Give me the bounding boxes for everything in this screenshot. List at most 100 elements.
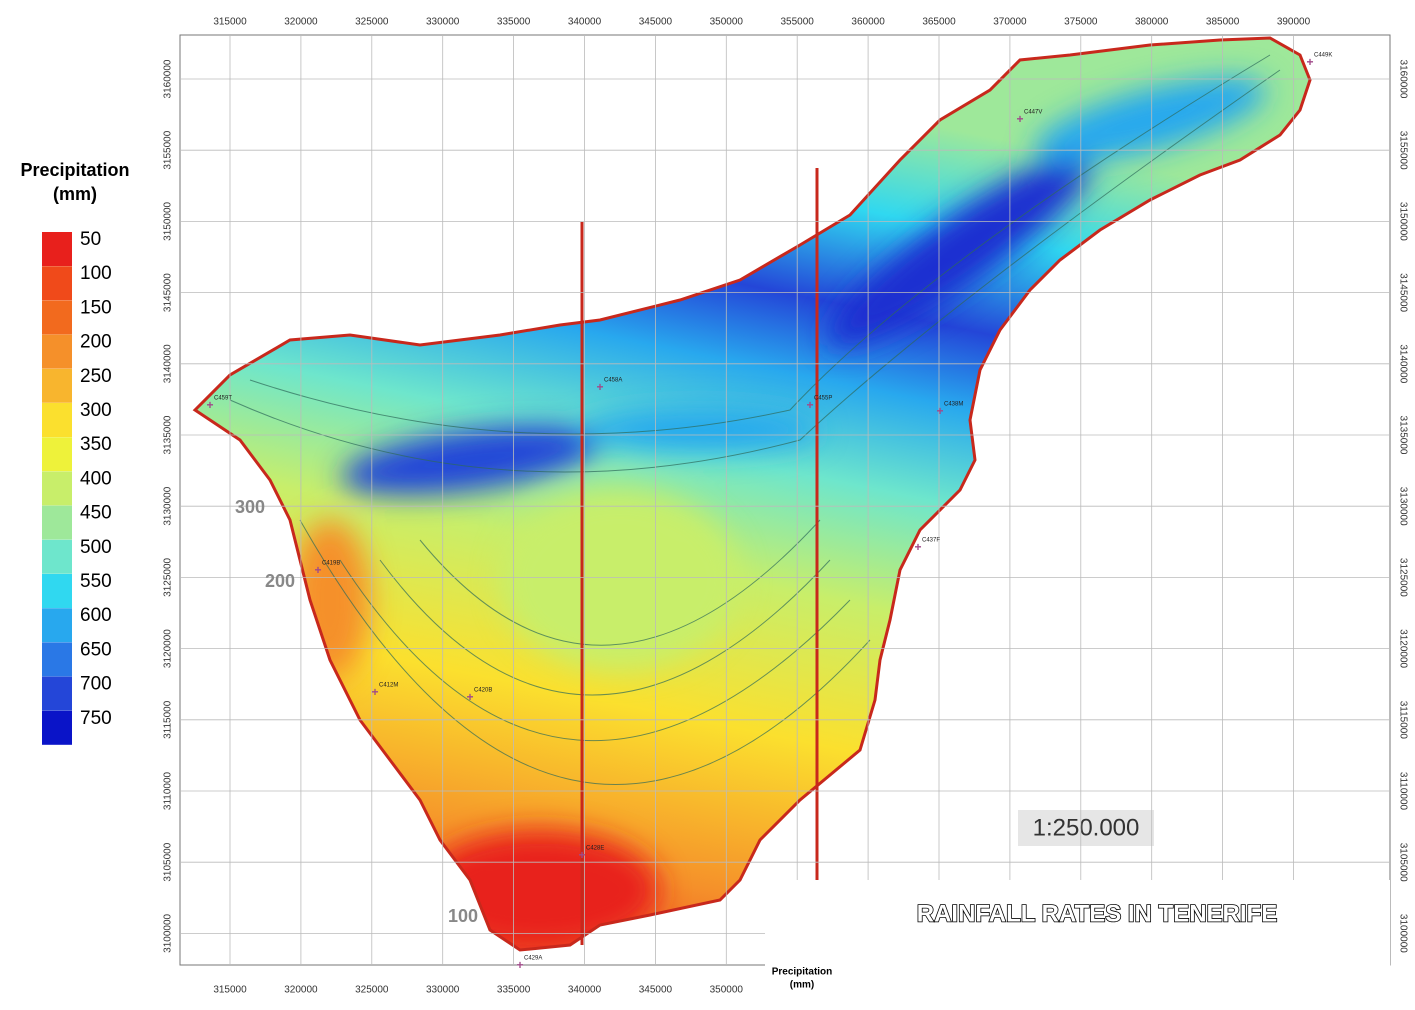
scale-box — [1018, 810, 1154, 846]
x-tick-label: 355000 — [781, 17, 815, 28]
legend-swatch — [42, 676, 72, 711]
y-tick-label: 3155000 — [1397, 131, 1408, 170]
legend-swatch — [42, 471, 72, 506]
y-tick-label: 3140000 — [1397, 344, 1408, 383]
legend-label: 600 — [80, 605, 112, 626]
legend-swatch — [42, 642, 72, 677]
legend-label: 50 — [80, 229, 101, 250]
station-marker: + — [516, 958, 523, 972]
x-tick-label: 385000 — [1206, 17, 1240, 28]
legend-label: 650 — [80, 639, 112, 660]
legend-label: 100 — [80, 263, 112, 284]
contour-label: 300 — [235, 497, 265, 517]
legend-swatch — [42, 505, 72, 540]
x-tick-label: 345000 — [639, 985, 673, 996]
station-label: C459T — [214, 396, 232, 402]
y-tick-label: 3115000 — [1397, 701, 1408, 740]
inset-title: (mm) — [790, 980, 814, 991]
x-tick-label: 320000 — [284, 17, 318, 28]
y-tick-label: 3100000 — [163, 913, 174, 952]
x-tick-label: 330000 — [426, 985, 460, 996]
station-label: C447V — [1024, 110, 1042, 116]
contour-label: 100 — [448, 906, 478, 926]
y-tick-label: 3145000 — [163, 273, 174, 312]
x-tick-label: 370000 — [993, 17, 1027, 28]
legend-swatch — [42, 368, 72, 403]
x-tick-label: 345000 — [639, 17, 673, 28]
y-tick-label: 3120000 — [163, 629, 174, 668]
legend-swatch — [42, 403, 72, 437]
x-tick-label: 350000 — [710, 985, 744, 996]
legend-label: 200 — [80, 332, 112, 353]
y-tick-label: 3110000 — [1397, 772, 1408, 811]
legend-swatch — [42, 334, 72, 369]
contour-label: 200 — [265, 571, 295, 591]
legend-label: 550 — [80, 571, 112, 592]
legend-label: 750 — [80, 708, 112, 729]
y-tick-label: 3120000 — [1397, 629, 1408, 668]
x-tick-label: 335000 — [497, 17, 531, 28]
x-tick-label: 325000 — [355, 985, 389, 996]
y-tick-label: 3140000 — [163, 344, 174, 383]
x-tick-label: 375000 — [1064, 17, 1098, 28]
y-tick-label: 3160000 — [163, 59, 174, 98]
station-label: C419B — [322, 561, 340, 567]
y-tick-label: 3160000 — [1397, 60, 1408, 99]
y-tick-label: 3115000 — [163, 700, 174, 739]
legend-title: (mm) — [53, 184, 97, 204]
y-tick-label: 3155000 — [163, 130, 174, 169]
legend-swatch — [42, 710, 72, 745]
x-tick-label: 315000 — [213, 985, 247, 996]
y-tick-label: 3150000 — [163, 201, 174, 240]
x-tick-label: 360000 — [851, 17, 885, 28]
x-tick-label: 335000 — [497, 985, 531, 996]
station-marker: + — [371, 685, 378, 699]
legend-swatch — [42, 266, 72, 301]
y-tick-label: 3105000 — [163, 842, 174, 881]
x-tick-label: 380000 — [1135, 17, 1169, 28]
y-tick-label: 3145000 — [1397, 273, 1408, 312]
legend-title: Precipitation — [20, 160, 129, 180]
station-label: C428E — [586, 846, 604, 852]
station-label: C412M — [379, 683, 398, 689]
x-tick-label: 350000 — [710, 17, 744, 28]
legend-label: 350 — [80, 434, 112, 455]
y-tick-label: 3105000 — [1397, 843, 1408, 882]
y-tick-label: 3135000 — [163, 415, 174, 454]
legend-label: 150 — [80, 297, 112, 318]
station-label: C438M — [944, 402, 963, 408]
y-tick-label: 3130000 — [1397, 487, 1408, 526]
station-marker: + — [578, 848, 585, 862]
y-tick-label: 3150000 — [1397, 202, 1408, 241]
y-tick-label: 3125000 — [163, 557, 174, 596]
station-marker: + — [1016, 112, 1023, 126]
legend-swatch — [42, 608, 72, 643]
legend-label: 300 — [80, 400, 112, 421]
map-scale: 1:250.000 — [1033, 814, 1140, 841]
station-marker: + — [936, 404, 943, 418]
inset-title: Precipitation — [772, 967, 833, 978]
station-label: C437F — [922, 538, 940, 544]
legend-label: 700 — [80, 674, 112, 695]
x-tick-label: 365000 — [922, 17, 956, 28]
legend-swatch — [42, 300, 72, 335]
station-label: C455P — [814, 396, 832, 402]
y-tick-label: 3100000 — [1397, 914, 1408, 953]
y-tick-label: 3125000 — [1397, 558, 1408, 597]
station-label: C449K — [1314, 53, 1332, 59]
legend-label: 250 — [80, 366, 112, 387]
station-marker: + — [314, 563, 321, 577]
legend-swatch — [42, 574, 72, 608]
station-marker: + — [466, 690, 473, 704]
x-tick-label: 330000 — [426, 17, 460, 28]
station-marker: + — [1306, 55, 1313, 69]
x-tick-label: 320000 — [284, 985, 318, 996]
legend-swatch — [42, 539, 72, 574]
station-marker: + — [206, 398, 213, 412]
station-label: C420B — [474, 688, 492, 694]
x-tick-label: 325000 — [355, 17, 389, 28]
station-marker: + — [914, 540, 921, 554]
y-tick-label: 3135000 — [1397, 416, 1408, 455]
x-tick-label: 340000 — [568, 17, 602, 28]
